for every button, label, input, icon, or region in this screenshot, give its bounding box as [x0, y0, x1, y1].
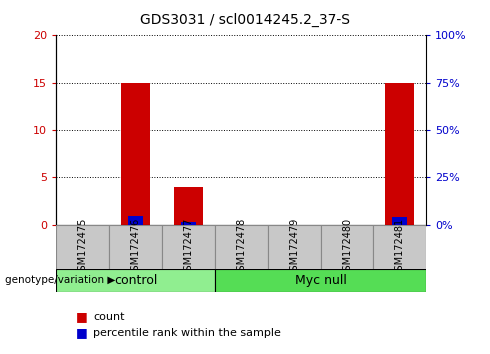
- Text: Myc null: Myc null: [294, 274, 346, 287]
- Text: ■: ■: [76, 326, 88, 339]
- Text: GSM172479: GSM172479: [289, 218, 299, 278]
- Text: GSM172477: GSM172477: [183, 218, 194, 278]
- Bar: [215, 269, 426, 292]
- Text: GSM172478: GSM172478: [236, 218, 246, 278]
- Text: control: control: [114, 274, 157, 287]
- Text: GSM172476: GSM172476: [131, 218, 141, 278]
- Bar: [128, 216, 143, 225]
- Bar: [109, 225, 162, 271]
- Bar: [373, 225, 426, 271]
- Text: GSM172480: GSM172480: [342, 218, 352, 278]
- Text: count: count: [93, 312, 124, 322]
- Bar: [392, 217, 407, 225]
- Bar: [268, 225, 320, 271]
- Bar: [181, 222, 196, 225]
- Text: genotype/variation ▶: genotype/variation ▶: [5, 275, 115, 285]
- Bar: [215, 225, 268, 271]
- Text: GSM172475: GSM172475: [78, 218, 88, 278]
- Bar: [162, 225, 215, 271]
- Text: ■: ■: [76, 310, 88, 323]
- Bar: [174, 187, 203, 225]
- Text: GSM172481: GSM172481: [395, 218, 405, 278]
- Bar: [56, 269, 215, 292]
- Bar: [320, 225, 373, 271]
- Text: GDS3031 / scl0014245.2_37-S: GDS3031 / scl0014245.2_37-S: [140, 12, 350, 27]
- Bar: [121, 83, 150, 225]
- Text: percentile rank within the sample: percentile rank within the sample: [93, 328, 281, 338]
- Bar: [385, 83, 415, 225]
- Bar: [56, 225, 109, 271]
